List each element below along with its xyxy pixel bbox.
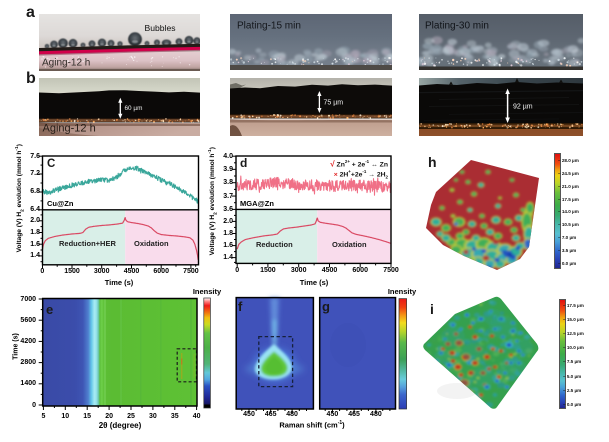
svg-text:92 µm: 92 µm (513, 104, 533, 111)
svg-text:Aging-12 h: Aging-12 h (42, 57, 90, 68)
svg-text:Bubbles: Bubbles (145, 23, 176, 33)
svg-text:Plating-30 min: Plating-30 min (425, 21, 489, 32)
svg-text:60 µm: 60 µm (125, 105, 143, 112)
svg-text:Aging-12 h: Aging-12 h (43, 123, 96, 135)
svg-text:Plating-15 min: Plating-15 min (237, 21, 301, 32)
svg-text:75 µm: 75 µm (324, 100, 344, 107)
